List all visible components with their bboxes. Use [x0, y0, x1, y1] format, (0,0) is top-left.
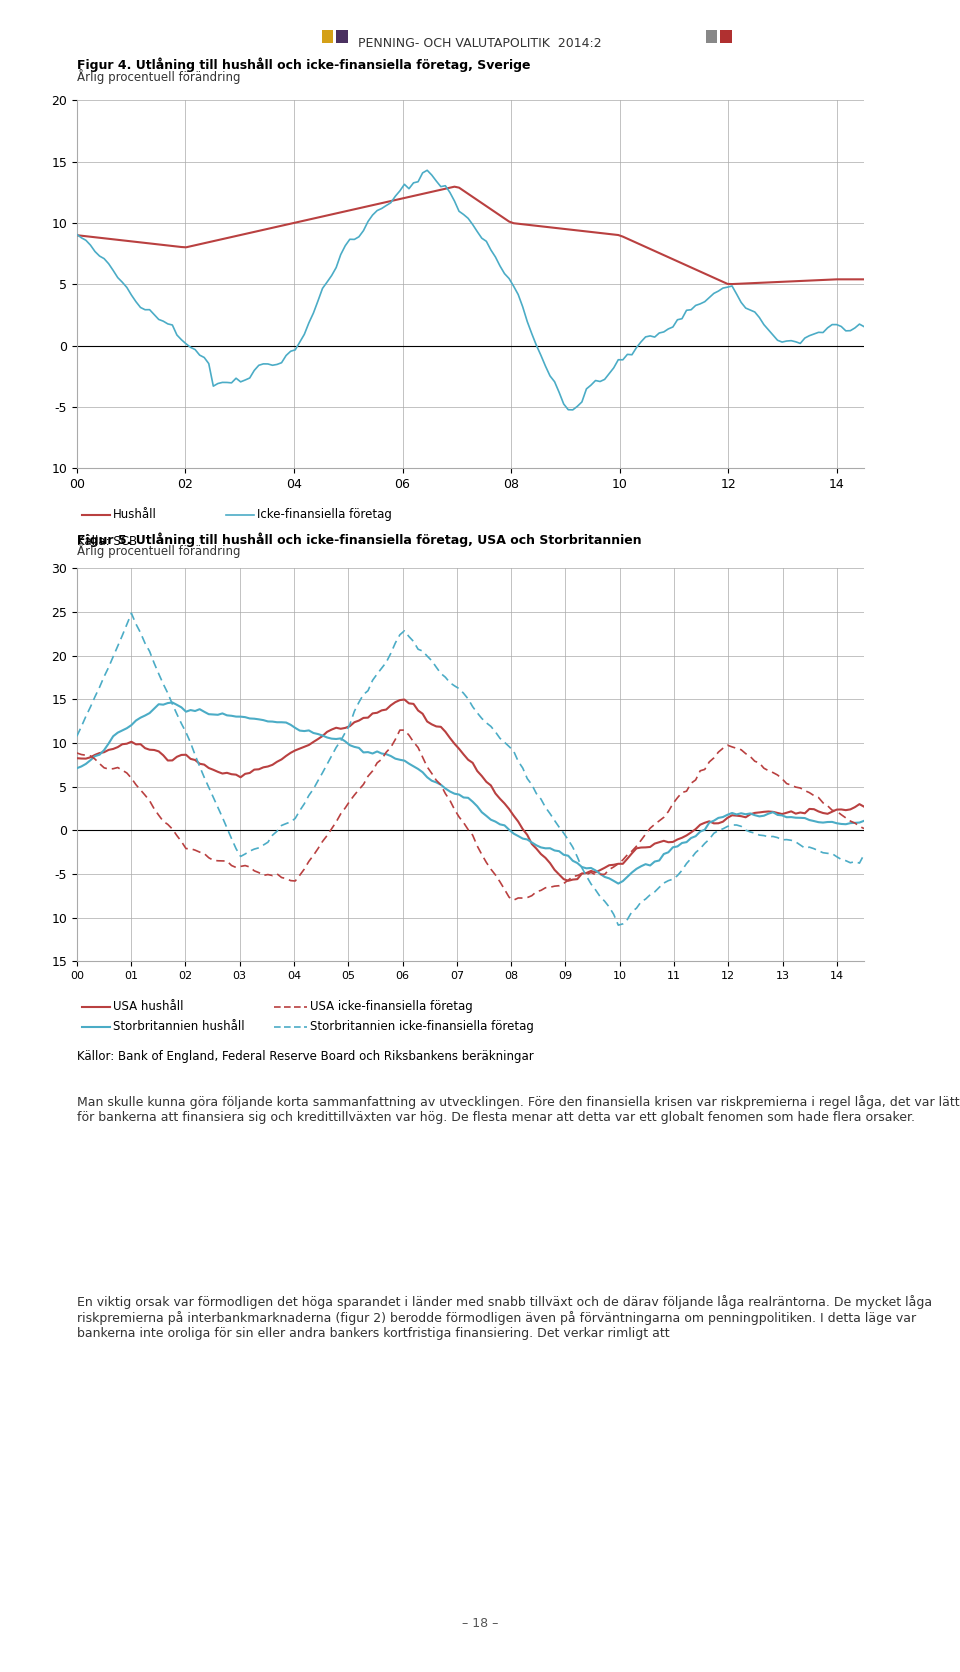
Text: Figur 5. Utlåning till hushåll och icke-finansiella företag, USA och Storbritann: Figur 5. Utlåning till hushåll och icke-… [77, 532, 641, 547]
Text: USA icke-finansiella företag: USA icke-finansiella företag [310, 1000, 473, 1013]
Text: Icke-finansiella företag: Icke-finansiella företag [257, 508, 392, 522]
Text: Källor: Bank of England, Federal Reserve Board och Riksbankens beräkningar: Källor: Bank of England, Federal Reserve… [77, 1050, 534, 1063]
Text: Man skulle kunna göra följande korta sammanfattning av utvecklingen. Före den fi: Man skulle kunna göra följande korta sam… [77, 1095, 959, 1124]
Text: PENNING- OCH VALUTAPOLITIK  2014:2: PENNING- OCH VALUTAPOLITIK 2014:2 [358, 37, 602, 50]
Text: En viktig orsak var förmodligen det höga sparandet i länder med snabb tillväxt o: En viktig orsak var förmodligen det höga… [77, 1294, 932, 1339]
Text: – 18 –: – 18 – [462, 1617, 498, 1630]
Text: Storbritannien hushåll: Storbritannien hushåll [113, 1020, 245, 1033]
Text: Storbritannien icke-finansiella företag: Storbritannien icke-finansiella företag [310, 1020, 534, 1033]
Text: Källa: SCB: Källa: SCB [77, 535, 137, 548]
Text: USA hushåll: USA hushåll [113, 1000, 183, 1013]
Text: Hushåll: Hushåll [113, 508, 157, 522]
Text: Årlig procentuell förändring: Årlig procentuell förändring [77, 69, 240, 84]
Text: Figur 4. Utlåning till hushåll och icke-finansiella företag, Sverige: Figur 4. Utlåning till hushåll och icke-… [77, 57, 530, 72]
Text: Årlig procentuell förändring: Årlig procentuell förändring [77, 543, 240, 558]
